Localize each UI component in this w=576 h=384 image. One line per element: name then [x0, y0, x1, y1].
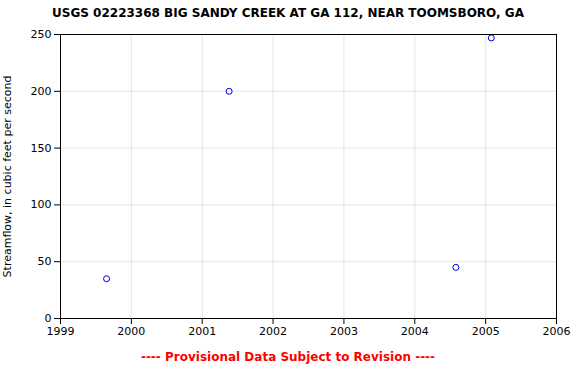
svg-text:1999: 1999 — [47, 325, 75, 338]
svg-text:2006: 2006 — [543, 325, 571, 338]
svg-text:2002: 2002 — [259, 325, 287, 338]
svg-text:0: 0 — [45, 312, 52, 325]
svg-text:2005: 2005 — [472, 325, 500, 338]
svg-text:2004: 2004 — [401, 325, 429, 338]
html-text:USGS 02223368 BIG SANDY CREEK: USGS 02223368 BIG SANDY CREEK AT GA 112,… — [52, 6, 524, 20]
html-text:---- Provisional Data Subject: ---- Provisional Data Subject to Revisio… — [140, 350, 436, 364]
svg-text:250: 250 — [31, 28, 52, 41]
svg-text:Streamflow, in cubic feet per: Streamflow, in cubic feet per second — [1, 76, 14, 278]
svg-text:150: 150 — [31, 142, 52, 155]
svg-text:100: 100 — [31, 198, 52, 211]
svg-text:2001: 2001 — [188, 325, 216, 338]
svg-text:50: 50 — [38, 255, 52, 268]
svg-text:2000: 2000 — [117, 325, 145, 338]
svg-text:2003: 2003 — [330, 325, 358, 338]
svg-text:200: 200 — [31, 85, 52, 98]
